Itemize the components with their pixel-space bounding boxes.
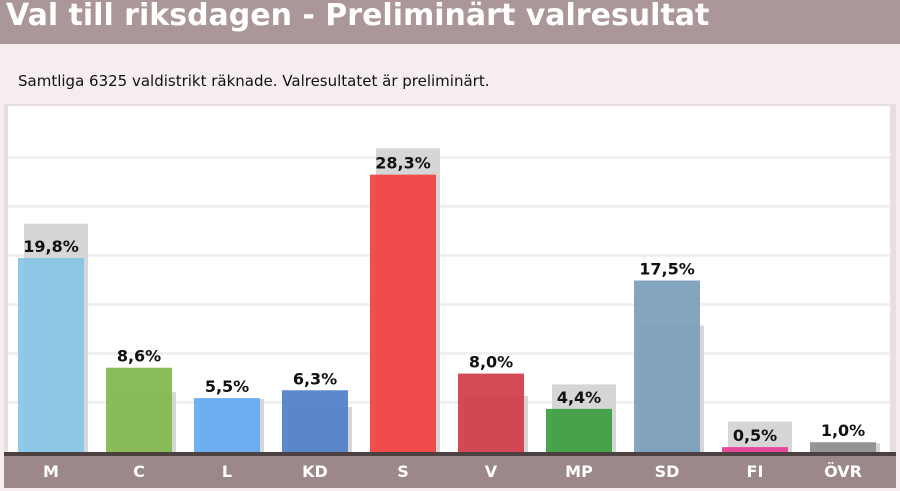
category-label: S xyxy=(397,462,409,481)
x-axis-band xyxy=(4,456,896,488)
election-bar-chart: 19,8% 8,6% 5,5% 6,3% 28,3% 8,0% 4,4% 17,5% 0,5% 1… xyxy=(4,106,896,488)
value-label: 6,3% xyxy=(293,369,337,388)
value-label: 17,5% xyxy=(639,260,695,279)
category-label: V xyxy=(485,462,498,481)
value-label: 8,0% xyxy=(469,353,513,372)
chart-panel: 19,8% 8,6% 5,5% 6,3% 28,3% 8,0% 4,4% 17,5% 0,5% 1… xyxy=(4,104,896,488)
value-label: 8,6% xyxy=(117,347,161,366)
header-bar: Val till riksdagen - Preliminärt valresu… xyxy=(0,0,900,44)
result-bar xyxy=(106,367,172,452)
result-bar xyxy=(194,398,260,452)
category-label: C xyxy=(133,462,145,481)
page-title: Val till riksdagen - Preliminärt valresu… xyxy=(6,0,710,33)
status-text: Samtliga 6325 valdistrikt räknade. Valre… xyxy=(18,72,490,90)
category-label: L xyxy=(222,462,232,481)
category-label: M xyxy=(43,462,59,481)
result-bar xyxy=(810,442,876,452)
x-axis-line xyxy=(4,452,896,456)
value-label: 5,5% xyxy=(205,377,249,396)
result-bar xyxy=(18,257,84,452)
previous-result-bar xyxy=(728,421,792,452)
result-bar xyxy=(634,280,700,452)
value-label: 4,4% xyxy=(557,388,601,407)
result-bar xyxy=(282,390,348,452)
category-label: SD xyxy=(655,462,680,481)
value-label: 19,8% xyxy=(23,237,79,256)
category-label: KD xyxy=(302,462,328,481)
value-label: 0,5% xyxy=(733,426,777,445)
value-label: 1,0% xyxy=(821,421,865,440)
result-bar xyxy=(722,447,788,452)
category-label: ÖVR xyxy=(824,462,862,481)
value-label: 28,3% xyxy=(375,154,431,173)
result-bar xyxy=(546,408,612,452)
result-bar xyxy=(458,373,524,452)
category-label: FI xyxy=(747,462,764,481)
category-label: MP xyxy=(565,462,593,481)
result-bar xyxy=(370,174,436,452)
